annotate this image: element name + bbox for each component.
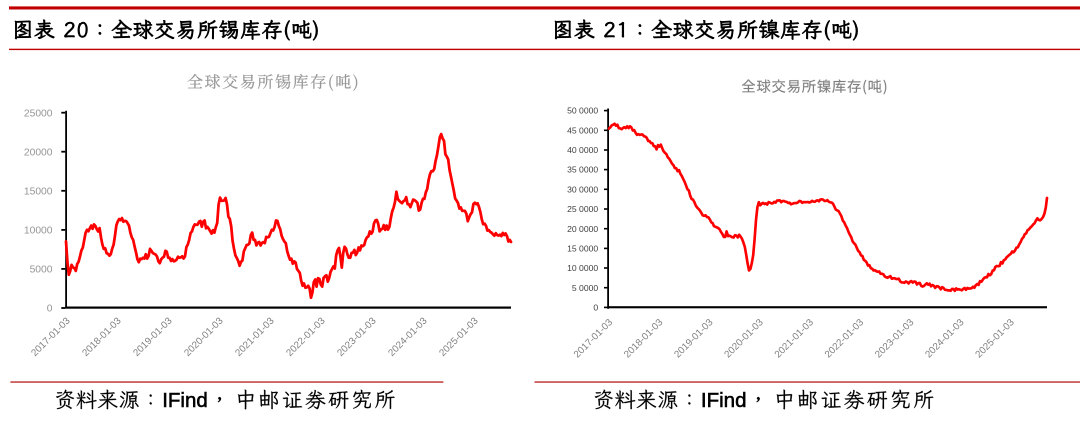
svg-text:5 0000: 5 0000 [572, 283, 599, 293]
svg-text:0: 0 [47, 304, 53, 315]
svg-text:0: 0 [593, 303, 598, 313]
svg-text:25 0000: 25 0000 [567, 204, 598, 214]
svg-text:15 0000: 15 0000 [567, 244, 598, 254]
svg-text:15000: 15000 [24, 186, 53, 197]
svg-text:10 0000: 10 0000 [567, 263, 598, 273]
svg-text:IFind: IFind [701, 389, 747, 412]
svg-text:45 0000: 45 0000 [567, 125, 598, 135]
svg-text:40 0000: 40 0000 [567, 145, 598, 155]
svg-text:50 0000: 50 0000 [567, 106, 598, 116]
svg-text:20 0000: 20 0000 [567, 224, 598, 234]
svg-text:25000: 25000 [24, 108, 53, 119]
svg-text:30 0000: 30 0000 [567, 184, 598, 194]
svg-text:5000: 5000 [30, 265, 53, 276]
svg-text:35 0000: 35 0000 [567, 165, 598, 175]
svg-text:10000: 10000 [24, 226, 53, 237]
svg-text:20000: 20000 [24, 147, 53, 158]
svg-text:IFind: IFind [162, 389, 208, 412]
